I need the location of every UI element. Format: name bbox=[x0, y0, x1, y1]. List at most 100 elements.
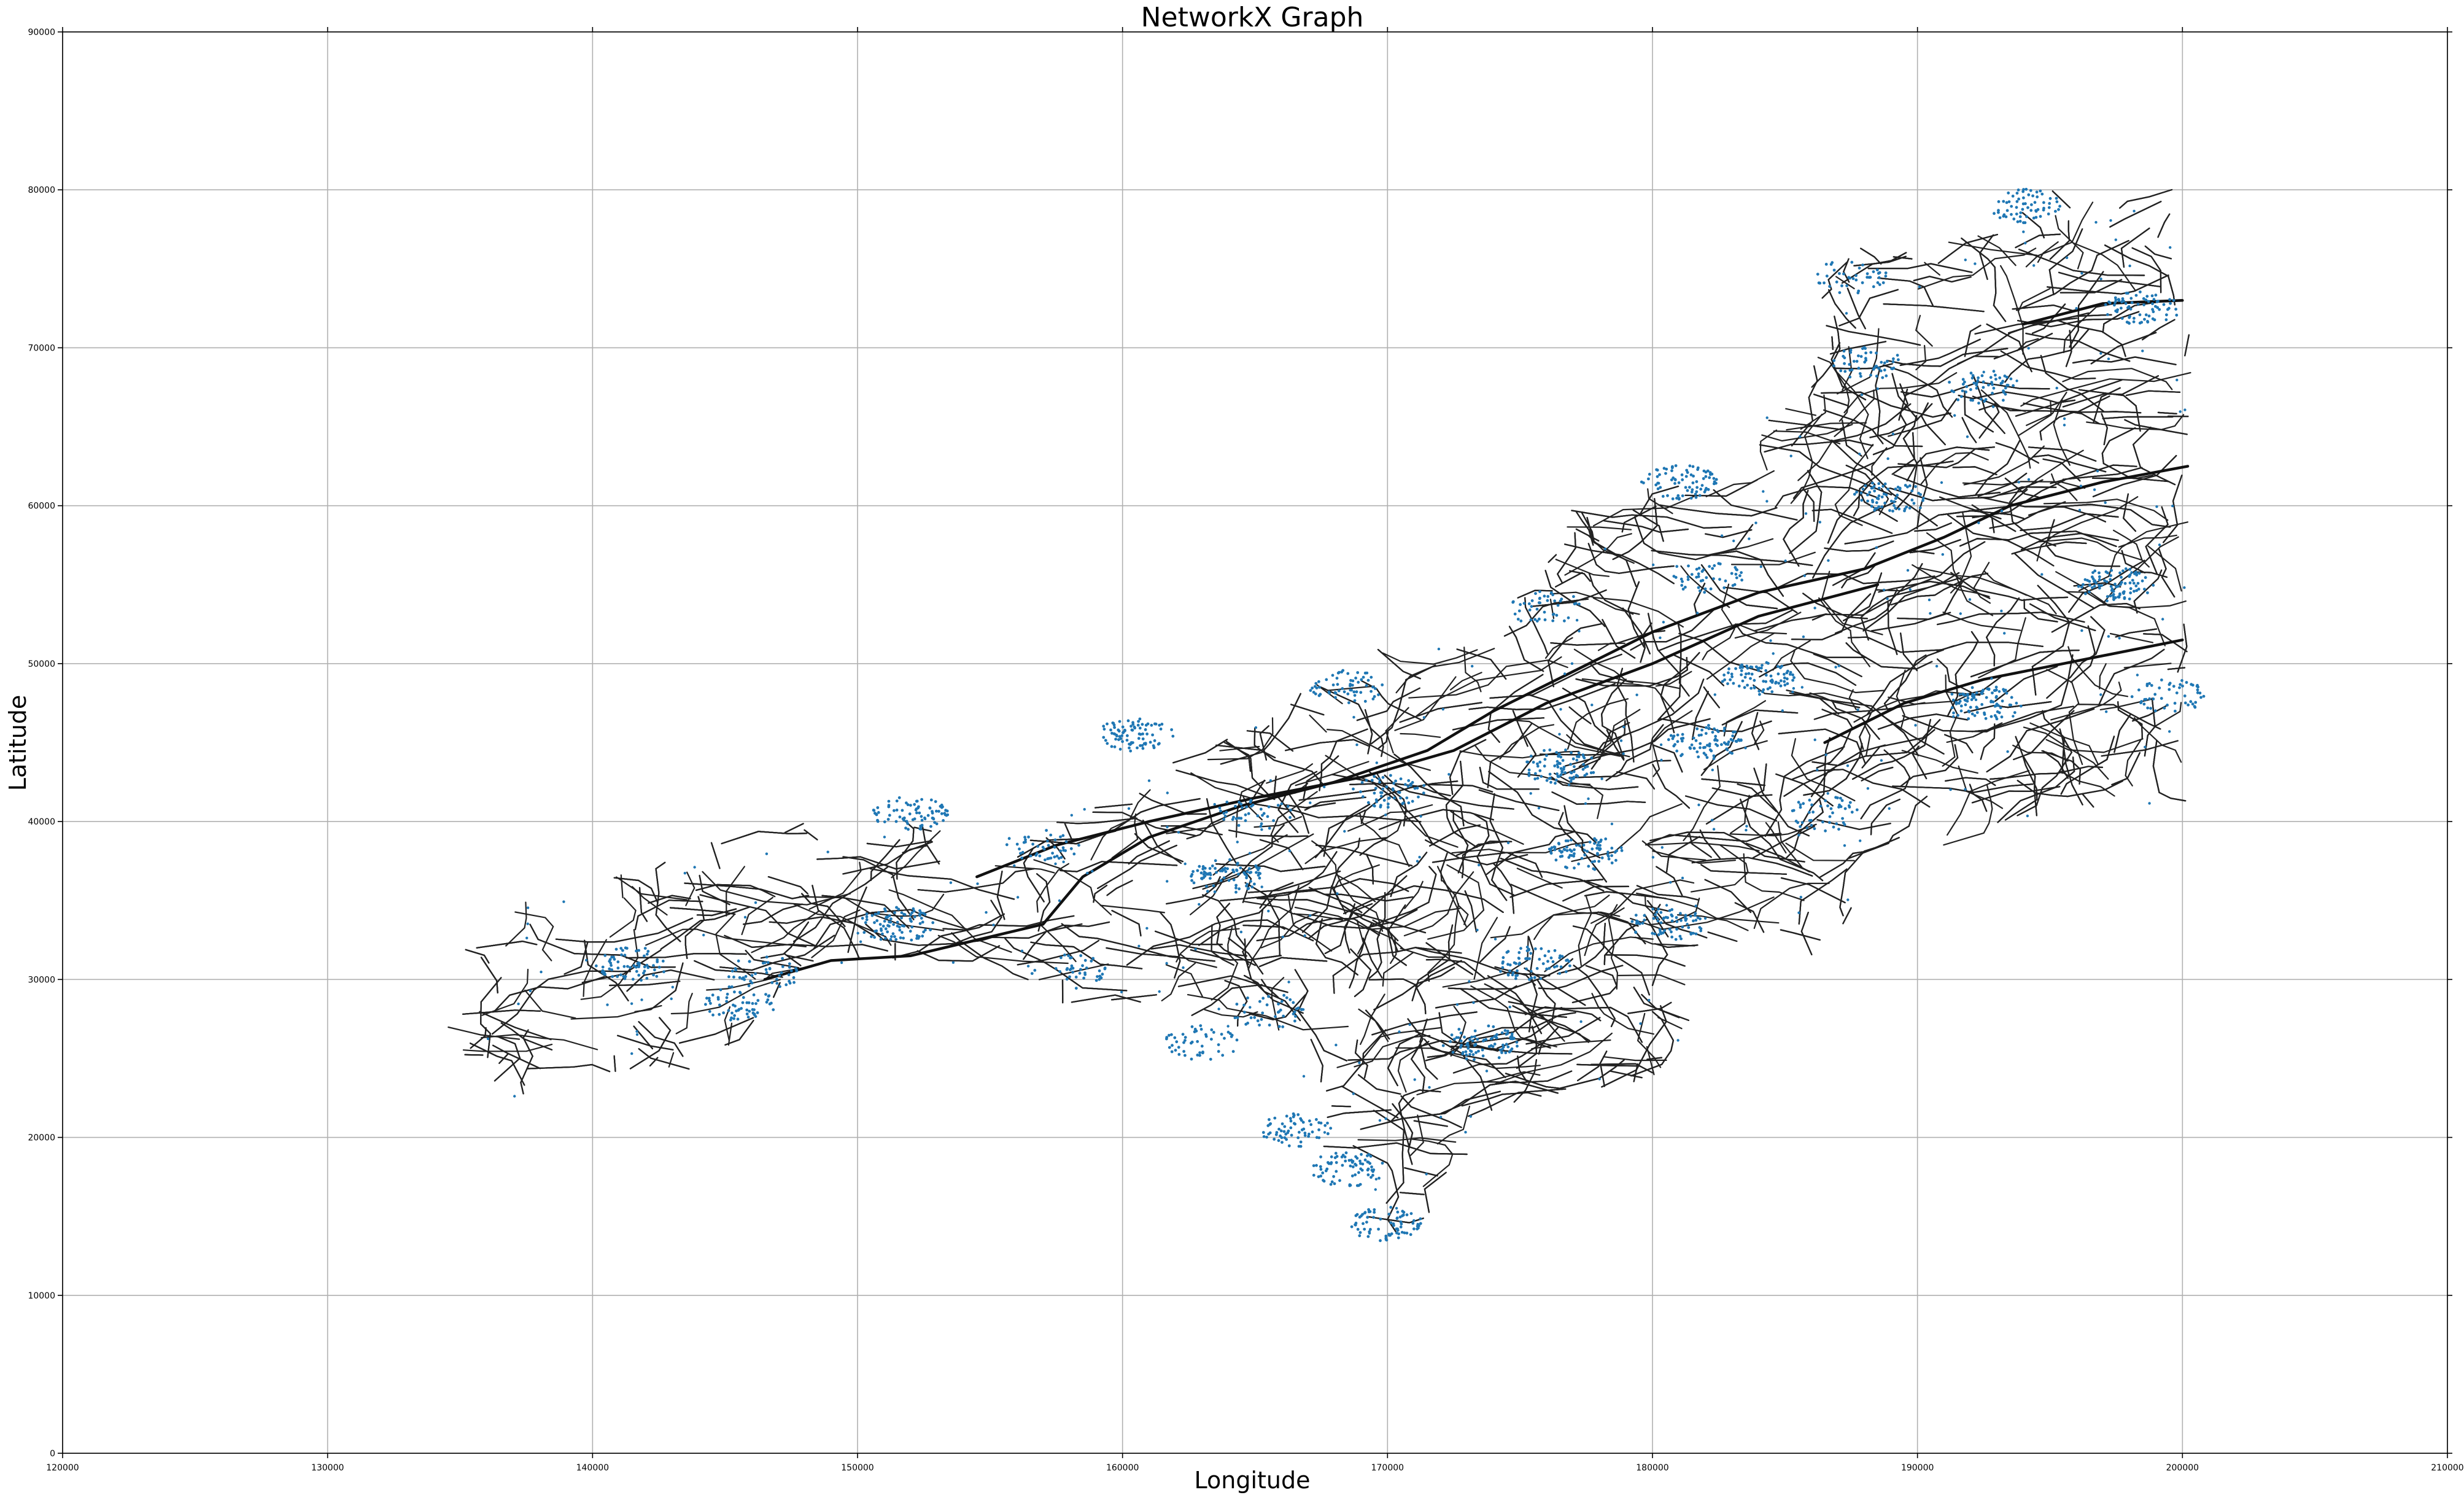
road-edge bbox=[648, 895, 691, 904]
road-edge bbox=[1228, 938, 1264, 975]
graph-node bbox=[2181, 685, 2184, 688]
graph-node bbox=[1540, 775, 1543, 778]
graph-node bbox=[1468, 1038, 1471, 1041]
graph-node bbox=[1799, 825, 1802, 828]
graph-node bbox=[1377, 693, 1380, 696]
graph-node bbox=[610, 968, 613, 971]
graph-node bbox=[1528, 978, 1531, 981]
graph-node bbox=[1993, 212, 1996, 216]
graph-node bbox=[1481, 1048, 1484, 1052]
road-edge bbox=[1986, 323, 2032, 373]
road-edge bbox=[1633, 1063, 1638, 1082]
graph-node bbox=[764, 993, 767, 996]
road-edge bbox=[1110, 994, 1157, 1001]
road-edge bbox=[1646, 1046, 1655, 1076]
road-edge bbox=[2032, 303, 2066, 334]
road-edge bbox=[2060, 736, 2115, 795]
graph-node bbox=[1534, 592, 1537, 596]
road-edge bbox=[1099, 904, 1165, 914]
graph-node bbox=[1695, 575, 1699, 579]
road-edge bbox=[1971, 654, 2074, 732]
graph-node bbox=[1912, 502, 1916, 505]
graph-node bbox=[1267, 1132, 1271, 1136]
road-edge bbox=[1713, 489, 1798, 521]
graph-node bbox=[1708, 471, 1712, 474]
graph-node bbox=[2136, 303, 2140, 306]
graph-node bbox=[2180, 679, 2183, 682]
graph-node bbox=[1493, 1043, 1497, 1046]
graph-node bbox=[725, 1000, 729, 1003]
graph-node bbox=[2164, 318, 2168, 322]
graph-node bbox=[2121, 569, 2125, 573]
road-edge bbox=[1630, 609, 1714, 651]
graph-node bbox=[747, 1001, 751, 1004]
road-edge bbox=[2051, 602, 2141, 633]
graph-node bbox=[1904, 484, 1907, 487]
road-edge bbox=[2004, 736, 2038, 821]
graph-node bbox=[2153, 709, 2157, 713]
graph-node bbox=[1684, 918, 1687, 922]
graph-node bbox=[1285, 996, 1288, 1000]
road-edge bbox=[2039, 411, 2142, 441]
road-edge bbox=[1792, 769, 1931, 808]
road-edge bbox=[721, 831, 808, 845]
graph-node bbox=[1354, 1162, 1357, 1166]
graph-node bbox=[1886, 487, 1889, 491]
road-edge bbox=[1971, 786, 2061, 804]
graph-node bbox=[1700, 484, 1704, 487]
graph-node bbox=[2128, 567, 2132, 571]
graph-node bbox=[1371, 1173, 1374, 1177]
road-edge bbox=[2144, 245, 2172, 260]
graph-node bbox=[1268, 1023, 1271, 1027]
graph-node bbox=[1061, 846, 1065, 850]
graph-node bbox=[761, 961, 765, 965]
graph-node bbox=[1738, 574, 1741, 578]
road-edge bbox=[480, 977, 502, 1058]
graph-node bbox=[1861, 281, 1864, 284]
graph-node bbox=[1704, 732, 1708, 735]
graph-node bbox=[709, 1001, 712, 1005]
graph-node bbox=[1409, 1212, 1413, 1215]
road-edge bbox=[564, 941, 589, 975]
graph-node bbox=[1287, 1129, 1290, 1133]
road-edge bbox=[2023, 726, 2109, 780]
graph-node bbox=[1689, 747, 1692, 750]
graph-node bbox=[1501, 966, 1505, 969]
graph-node bbox=[861, 917, 864, 920]
road-edge bbox=[2098, 648, 2165, 706]
road-edge bbox=[1972, 395, 2110, 413]
graph-node bbox=[2146, 591, 2149, 594]
graph-node bbox=[1681, 753, 1684, 756]
road-edge bbox=[1705, 529, 1753, 538]
graph-node bbox=[2021, 208, 2024, 211]
graph-node bbox=[1233, 1016, 1237, 1020]
graph-node bbox=[2110, 587, 2114, 591]
road-edge bbox=[1302, 837, 1360, 933]
graph-node bbox=[619, 947, 623, 950]
graph-node bbox=[1501, 1043, 1505, 1047]
graph-node bbox=[2022, 188, 2025, 191]
graph-node bbox=[2010, 212, 2013, 216]
graph-node bbox=[1963, 380, 1966, 384]
road-edge bbox=[2013, 710, 2075, 761]
graph-node bbox=[902, 936, 905, 940]
graph-node bbox=[718, 1012, 721, 1016]
graph-node bbox=[1405, 1213, 1409, 1217]
road-edge bbox=[465, 949, 490, 964]
graph-node bbox=[2135, 572, 2138, 576]
graph-node bbox=[1506, 1031, 1509, 1035]
road-edge bbox=[524, 989, 576, 1019]
graph-node bbox=[1138, 726, 1142, 730]
graph-node bbox=[1401, 1213, 1405, 1217]
graph-node bbox=[2004, 215, 2008, 219]
graph-node bbox=[1710, 749, 1713, 753]
graph-node bbox=[1395, 1216, 1399, 1220]
road-edge bbox=[1853, 460, 1954, 517]
graph-node bbox=[1361, 1213, 1365, 1216]
graph-node bbox=[1997, 200, 2001, 203]
road-edge bbox=[1447, 958, 1573, 990]
graph-node bbox=[1578, 844, 1581, 847]
road-edge bbox=[1639, 486, 1679, 516]
graph-node bbox=[2088, 590, 2091, 594]
graph-node bbox=[1319, 1175, 1323, 1178]
